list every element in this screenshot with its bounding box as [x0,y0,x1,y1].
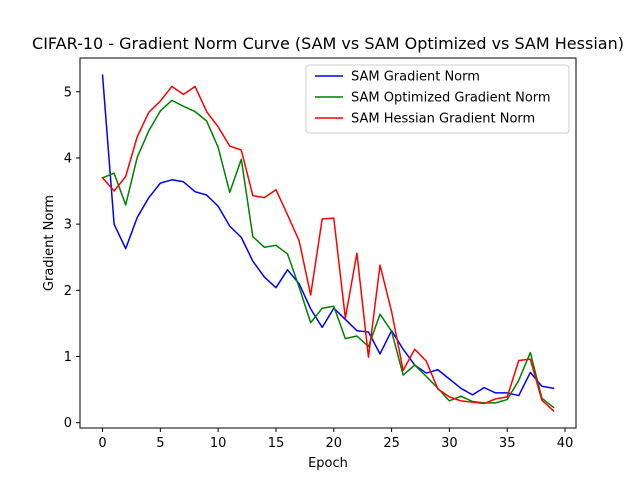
y-tick-label: 2 [64,284,72,299]
x-axis-title: Epoch [308,456,348,471]
y-tick-label: 3 [64,218,72,233]
series-line-2 [101,85,555,412]
series-layer [101,74,555,412]
legend: SAM Gradient Norm SAM Optimized Gradient … [305,64,570,134]
x-tick-label: 25 [383,436,400,451]
y-axis-title: Gradient Norm [42,195,57,291]
legend-label-2: SAM Hessian Gradient Norm [351,112,535,127]
y-tick-label: 0 [64,416,72,431]
axes-frame [79,57,577,429]
x-tick-label: 35 [499,436,516,451]
x-tick-label: 5 [156,436,164,451]
y-tick-label: 5 [64,85,72,100]
x-tick-label: 10 [210,436,227,451]
series-line-0 [101,74,555,397]
x-tick-label: 0 [98,436,106,451]
legend-box [305,64,570,134]
x-tick-label: 20 [326,436,343,451]
x-tick-label: 30 [441,436,458,451]
chart-title: CIFAR-10 - Gradient Norm Curve (SAM vs S… [32,34,624,53]
legend-label-1: SAM Optimized Gradient Norm [351,91,551,106]
y-tick-label: 4 [64,151,72,166]
legend-label-0: SAM Gradient Norm [351,70,480,85]
x-tick-label: 40 [557,436,574,451]
axes-layer: 0 5 10 15 20 25 30 35 40 0 1 2 3 4 5 [64,57,577,451]
y-tick-label: 1 [64,350,72,365]
x-tick-label: 15 [268,436,285,451]
